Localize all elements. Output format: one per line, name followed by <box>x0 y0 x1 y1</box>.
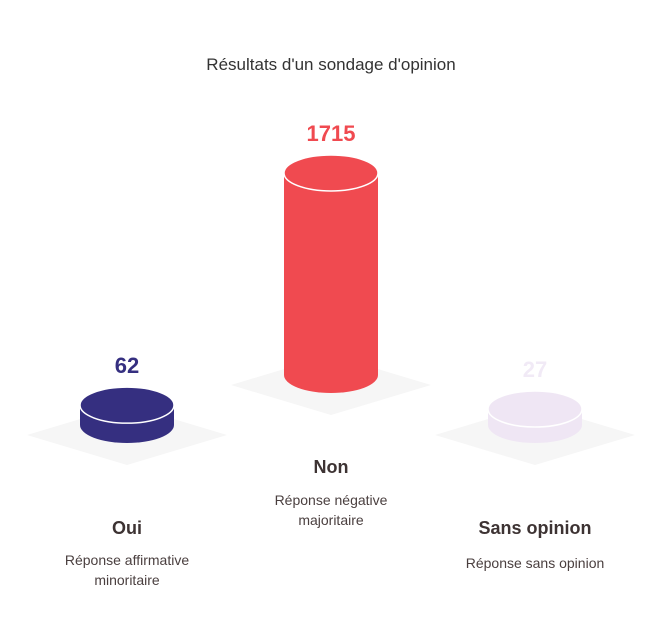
category-label-0: Oui <box>112 518 142 538</box>
chart-title: Résultats d'un sondage d'opinion <box>206 55 455 74</box>
value-label-2: 27 <box>523 357 547 382</box>
bar-1 <box>284 173 378 393</box>
bar-top-2 <box>487 390 583 428</box>
value-label-1: 1715 <box>307 121 356 146</box>
category-label-2: Sans opinion <box>478 518 591 538</box>
bar-top-1 <box>283 154 379 192</box>
description-1-line-1: majoritaire <box>298 512 364 528</box>
category-label-1: Non <box>314 457 349 477</box>
description-1-line-0: Réponse négative <box>275 492 388 508</box>
description-0-line-0: Réponse affirmative <box>65 552 189 568</box>
description-0-line-1: minoritaire <box>94 572 160 588</box>
bar-top-0 <box>79 386 175 424</box>
description-2-line-0: Réponse sans opinion <box>466 555 605 571</box>
value-label-0: 62 <box>115 353 139 378</box>
